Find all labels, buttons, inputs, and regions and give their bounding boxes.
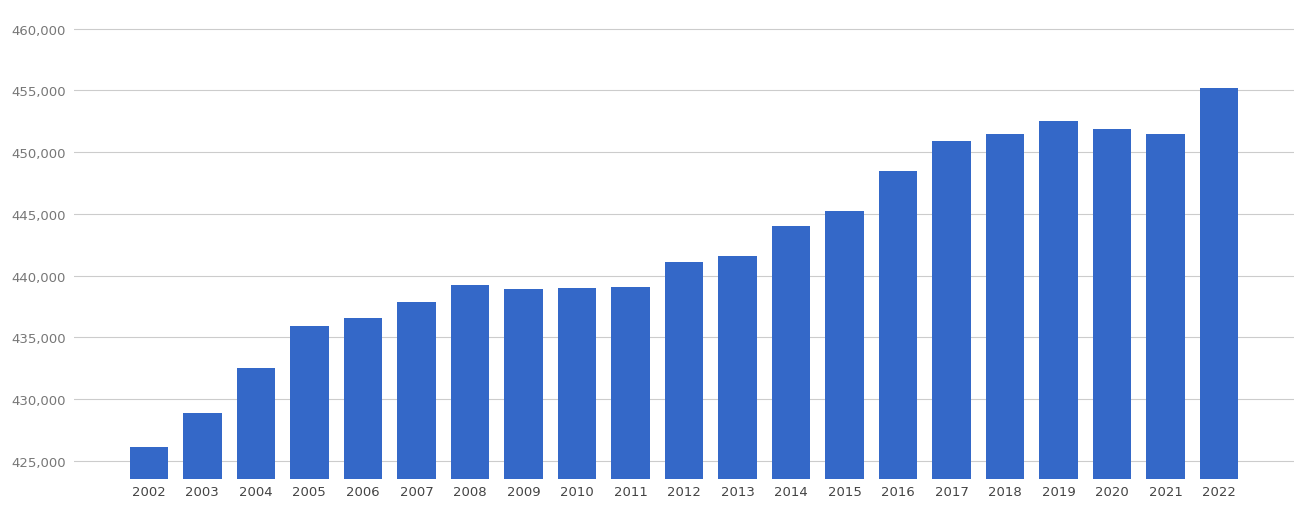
Bar	[878, 172, 917, 479]
Bar	[718, 257, 757, 479]
Bar	[932, 142, 971, 479]
Bar	[450, 286, 489, 479]
Bar	[290, 327, 329, 479]
Bar	[557, 289, 596, 479]
Bar	[825, 212, 864, 479]
Bar	[397, 302, 436, 479]
Bar	[129, 447, 168, 479]
Bar	[1092, 129, 1131, 479]
Bar	[664, 263, 703, 479]
Bar	[611, 287, 650, 479]
Bar	[504, 290, 543, 479]
Bar	[1146, 134, 1185, 479]
Bar	[183, 413, 222, 479]
Bar	[771, 227, 810, 479]
Bar	[236, 369, 275, 479]
Bar	[1199, 89, 1238, 479]
Bar	[1039, 122, 1078, 479]
Bar	[985, 134, 1024, 479]
Bar	[343, 318, 382, 479]
